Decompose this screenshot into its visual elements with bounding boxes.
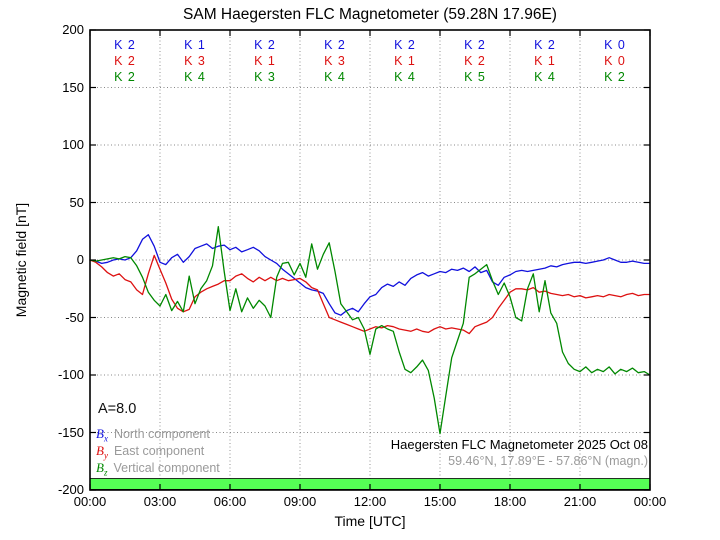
x-tick-label: 06:00 (213, 494, 247, 509)
k-index-value-bx: K 2 (464, 38, 486, 52)
by-symbol: By (96, 443, 108, 461)
k-index-value-by: K 0 (604, 54, 626, 68)
y-tick-label: 150 (62, 79, 84, 95)
k-index-value-by: K 1 (534, 54, 556, 68)
curve-by (89, 254, 651, 335)
x-tick-label: 15:00 (423, 494, 457, 509)
k-index-value-bz: K 4 (184, 70, 206, 84)
k-index-value-bz: K 4 (394, 70, 416, 84)
station-coords-line: 59.46°N, 17.89°E - 57.86°N (magn.) (448, 454, 648, 468)
k-index-value-bz: K 4 (534, 70, 556, 84)
y-axis-label: Magnetic field [nT] (13, 202, 29, 318)
y-tick-label: -50 (65, 309, 84, 325)
chart-title: SAM Haegersten FLC Magnetometer (59.28N … (183, 6, 557, 23)
curve-bz (89, 226, 651, 435)
x-tick-label: 09:00 (283, 494, 317, 509)
legend-item-label: East component (113, 444, 205, 458)
k-index-value-by: K 2 (464, 54, 486, 68)
k-index-value-bx: K 1 (184, 38, 206, 52)
bx-symbol: Bx (96, 426, 108, 444)
k-index-value-by: K 2 (114, 54, 136, 68)
k-index-value-by: K 1 (254, 54, 276, 68)
k-index-value-bz: K 3 (254, 70, 276, 84)
k-index-value-by: K 3 (324, 54, 346, 68)
y-tick-label: 200 (62, 22, 84, 37)
y-tick-label: -100 (57, 367, 84, 382)
k-index-value-bz: K 4 (324, 70, 346, 84)
k-index-value-bx: K 2 (534, 38, 556, 52)
y-tick-label: 0 (76, 252, 84, 267)
legend-item-label: North component (113, 427, 210, 441)
grid-lines (90, 30, 650, 490)
y-tick-label: 100 (62, 137, 84, 152)
legend-item-label: Vertical component (113, 461, 220, 475)
bz-symbol: Bz (96, 460, 108, 478)
k-index-value-bz: K 2 (114, 70, 136, 84)
y-tick-label: -200 (57, 482, 84, 497)
legend-item-bz: Bz Vertical component (96, 459, 220, 478)
k-index-value-bx: K 2 (394, 38, 416, 52)
x-tick-label: 03:00 (143, 494, 177, 509)
station-annotation: Haegersten FLC Magnetometer 2025 Oct 08 … (391, 437, 648, 468)
k-index-value-by: K 3 (184, 54, 206, 68)
x-tick-label: 18:00 (493, 494, 527, 509)
x-axis-label: Time [UTC] (334, 513, 406, 529)
x-tick-label: 21:00 (563, 494, 597, 509)
y-tick-label: -150 (57, 424, 84, 440)
k-index-value-by: K 1 (394, 54, 416, 68)
k-index-value-bx: K 0 (604, 38, 626, 52)
plot-frame (89, 29, 651, 491)
k-index-value-bx: K 2 (324, 38, 346, 52)
y-tick-label: 50 (69, 194, 84, 210)
legend-item-by: By East component (96, 442, 204, 461)
k-index-value-bx: K 2 (254, 38, 276, 52)
x-tick-label: 00:00 (633, 494, 667, 509)
k-index-value-bx: K 2 (114, 38, 136, 52)
k-index-value-bz: K 2 (604, 70, 626, 84)
x-tick-label: 00:00 (73, 494, 107, 509)
station-date-line: Haegersten FLC Magnetometer 2025 Oct 08 (390, 437, 648, 452)
legend-item-bx: Bx North component (96, 425, 210, 444)
curve-bx (89, 234, 651, 316)
x-tick-label: 12:00 (353, 494, 387, 509)
magnetic-field-curves (89, 226, 651, 435)
k-index-value-bz: K 5 (464, 70, 486, 84)
a-index-label: A=8.0 (98, 401, 137, 417)
